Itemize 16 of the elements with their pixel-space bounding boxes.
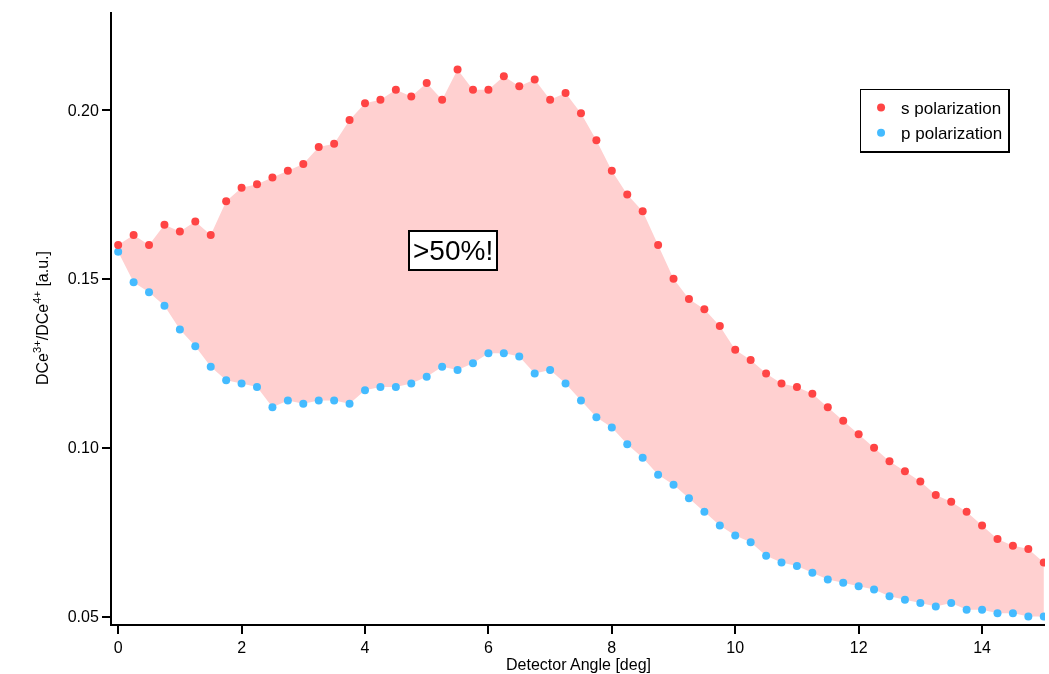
legend-label: s polarization: [901, 99, 1002, 119]
x-tick-label: 12: [849, 639, 868, 657]
y-tick-label: 0.10: [67, 439, 99, 457]
x-tick-label: 14: [973, 639, 992, 657]
x-tick-label: 0: [113, 639, 123, 657]
x-tick-label: 8: [607, 639, 617, 657]
x-tick-label: 6: [483, 639, 493, 657]
x-tick-label: 4: [360, 639, 370, 657]
legend-label: p polarization: [901, 124, 1003, 144]
x-axis-title: Detector Angle [deg]: [506, 656, 651, 674]
y-tick-label: 0.15: [67, 270, 99, 288]
y-tick-label: 0.05: [67, 608, 99, 626]
y-tick-label: 0.20: [67, 101, 99, 119]
x-tick-label: 2: [237, 639, 247, 657]
annotation: >50%!: [413, 235, 494, 266]
x-tick-label: 10: [726, 639, 745, 657]
